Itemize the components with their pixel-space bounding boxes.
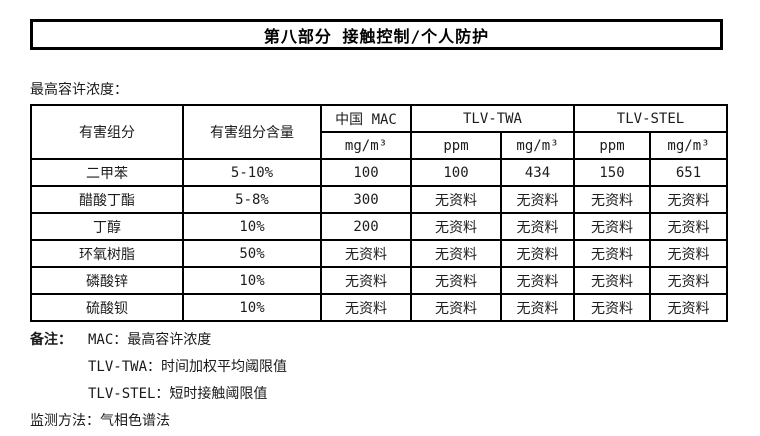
cell-stel-mg: 无资料 bbox=[649, 266, 728, 295]
cell-mac: 200 bbox=[320, 212, 412, 241]
col-header-component: 有害组分 bbox=[30, 104, 184, 160]
cell-mac: 无资料 bbox=[320, 239, 412, 268]
cell-twa-mg: 434 bbox=[500, 158, 575, 187]
table-row: 醋酸丁酯 5-8% 300 无资料 无资料 无资料 无资料 bbox=[30, 185, 728, 214]
unit-twa-ppm: ppm bbox=[410, 131, 502, 160]
unit-stel-ppm: ppm bbox=[573, 131, 651, 160]
header-row-units: mg/m³ ppm mg/m³ ppm mg/m³ bbox=[31, 131, 728, 160]
table-row: 硫酸钡 10% 无资料 无资料 无资料 无资料 无资料 bbox=[30, 293, 728, 322]
cell-twa-ppm: 无资料 bbox=[410, 185, 502, 214]
cell-stel-ppm: 无资料 bbox=[573, 239, 651, 268]
cell-twa-ppm: 无资料 bbox=[410, 293, 502, 322]
cell-mac: 无资料 bbox=[320, 266, 412, 295]
cell-content: 10% bbox=[182, 212, 322, 241]
cell-mac: 无资料 bbox=[320, 293, 412, 322]
cell-content: 5-8% bbox=[182, 185, 322, 214]
col-header-content: 有害组分含量 bbox=[182, 104, 322, 160]
cell-stel-mg: 无资料 bbox=[649, 239, 728, 268]
cell-component: 丁醇 bbox=[30, 212, 184, 241]
cell-mac: 300 bbox=[320, 185, 412, 214]
cell-twa-ppm: 无资料 bbox=[410, 212, 502, 241]
cell-stel-mg: 651 bbox=[649, 158, 728, 187]
cell-stel-mg: 无资料 bbox=[649, 185, 728, 214]
cell-twa-ppm: 无资料 bbox=[410, 266, 502, 295]
table-row: 环氧树脂 50% 无资料 无资料 无资料 无资料 无资料 bbox=[30, 239, 728, 268]
footnotes: 备注： MAC：最高容许浓度 TLV-TWA：时间加权平均阈限值 TLV-STEL… bbox=[30, 327, 287, 435]
cell-twa-mg: 无资料 bbox=[500, 185, 575, 214]
note-monitoring-method: 监测方法：气相色谱法 bbox=[30, 413, 170, 429]
cell-component: 磷酸锌 bbox=[30, 266, 184, 295]
cell-twa-ppm: 无资料 bbox=[410, 239, 502, 268]
exposure-limits-table: 有害组分 有害组分含量 中国 MAC TLV-TWA TLV-STEL mg/m… bbox=[30, 104, 728, 322]
cell-component: 醋酸丁酯 bbox=[30, 185, 184, 214]
col-header-tlv-stel: TLV-STEL bbox=[573, 104, 728, 133]
cell-content: 10% bbox=[182, 266, 322, 295]
cell-twa-mg: 无资料 bbox=[500, 293, 575, 322]
cell-stel-ppm: 无资料 bbox=[573, 293, 651, 322]
cell-mac: 100 bbox=[320, 158, 412, 187]
cell-twa-mg: 无资料 bbox=[500, 266, 575, 295]
note-mac: MAC：最高容许浓度 bbox=[88, 332, 212, 348]
cell-content: 5-10% bbox=[182, 158, 322, 187]
cell-component: 二甲苯 bbox=[30, 158, 184, 187]
section-header: 第八部分 接触控制/个人防护 bbox=[30, 19, 723, 50]
cell-stel-mg: 无资料 bbox=[649, 212, 728, 241]
cell-stel-ppm: 无资料 bbox=[573, 212, 651, 241]
cell-content: 10% bbox=[182, 293, 322, 322]
table-row: 丁醇 10% 200 无资料 无资料 无资料 无资料 bbox=[30, 212, 728, 241]
cell-component: 硫酸钡 bbox=[30, 293, 184, 322]
cell-component: 环氧树脂 bbox=[30, 239, 184, 268]
remark-label: 备注： bbox=[30, 332, 72, 348]
table-caption: 最高容许浓度： bbox=[30, 82, 128, 98]
unit-twa-mg: mg/m³ bbox=[500, 131, 575, 160]
header-row-groups: 有害组分 有害组分含量 中国 MAC TLV-TWA TLV-STEL bbox=[30, 104, 728, 160]
table-row: 磷酸锌 10% 无资料 无资料 无资料 无资料 无资料 bbox=[30, 266, 728, 295]
cell-stel-ppm: 无资料 bbox=[573, 185, 651, 214]
col-header-china-mac: 中国 MAC bbox=[320, 104, 412, 133]
note-tlv-stel: TLV-STEL：短时接触阈限值 bbox=[88, 386, 268, 402]
unit-mac-mg: mg/m³ bbox=[320, 131, 412, 160]
cell-stel-ppm: 150 bbox=[573, 158, 651, 187]
cell-stel-mg: 无资料 bbox=[649, 293, 728, 322]
section-header-title: 第八部分 接触控制/个人防护 bbox=[263, 26, 490, 46]
unit-stel-mg: mg/m³ bbox=[649, 131, 728, 160]
cell-content: 50% bbox=[182, 239, 322, 268]
col-header-tlv-twa: TLV-TWA bbox=[410, 104, 575, 133]
table-row: 二甲苯 5-10% 100 100 434 150 651 bbox=[30, 158, 728, 187]
note-remark-line: 备注： MAC：最高容许浓度 bbox=[30, 327, 287, 354]
cell-stel-ppm: 无资料 bbox=[573, 266, 651, 295]
note-tlv-twa: TLV-TWA：时间加权平均阈限值 bbox=[88, 359, 288, 375]
cell-twa-ppm: 100 bbox=[410, 158, 502, 187]
cell-twa-mg: 无资料 bbox=[500, 239, 575, 268]
cell-twa-mg: 无资料 bbox=[500, 212, 575, 241]
